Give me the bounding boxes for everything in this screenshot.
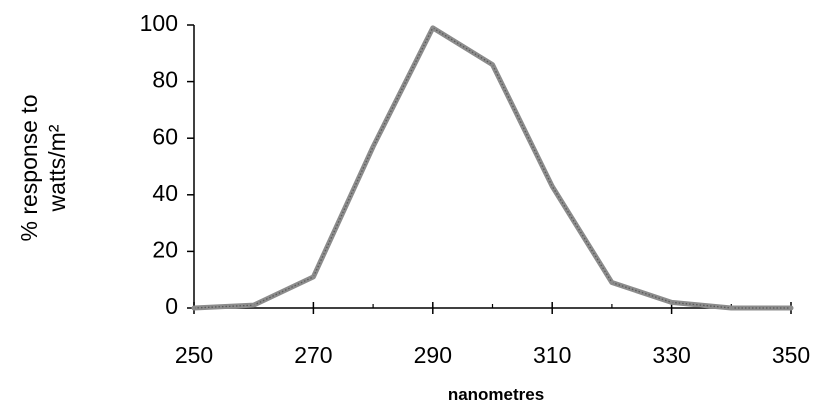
series-line <box>191 25 794 311</box>
y-axis-title: % response to watts/m² <box>16 94 70 241</box>
x-tick-label: 330 <box>652 342 690 368</box>
tick-labels: 0 20 40 60 80 100 250 270 290 310 330 350 <box>140 10 811 368</box>
y-tick-label: 40 <box>152 180 178 206</box>
y-tick-label: 80 <box>152 67 178 93</box>
data-point <box>312 275 315 279</box>
data-point <box>431 26 434 30</box>
data-point <box>610 281 614 284</box>
y-tick-label: 100 <box>140 10 178 36</box>
y-tick-label: 20 <box>152 236 178 262</box>
x-tick-label: 310 <box>533 342 571 368</box>
x-tick-label: 270 <box>294 342 332 368</box>
data-point <box>192 306 196 310</box>
x-tick-label: 290 <box>414 342 452 368</box>
series-layer <box>191 25 794 311</box>
x-axis-title: nanometres <box>448 385 544 404</box>
data-point <box>789 306 793 310</box>
data-point <box>252 303 255 307</box>
data-point <box>730 306 733 310</box>
y-axis-title-line-2: watts/m² <box>44 124 70 212</box>
x-tick-label: 250 <box>175 342 213 368</box>
data-point <box>491 63 494 66</box>
y-axis-title-line-1: % response to <box>16 94 42 241</box>
data-point <box>551 185 554 188</box>
data-point <box>371 145 375 148</box>
y-tick-label: 0 <box>165 293 178 319</box>
y-tick-label: 60 <box>152 123 178 149</box>
x-tick-label: 350 <box>772 342 810 368</box>
axes <box>187 24 792 314</box>
data-point <box>670 301 673 304</box>
